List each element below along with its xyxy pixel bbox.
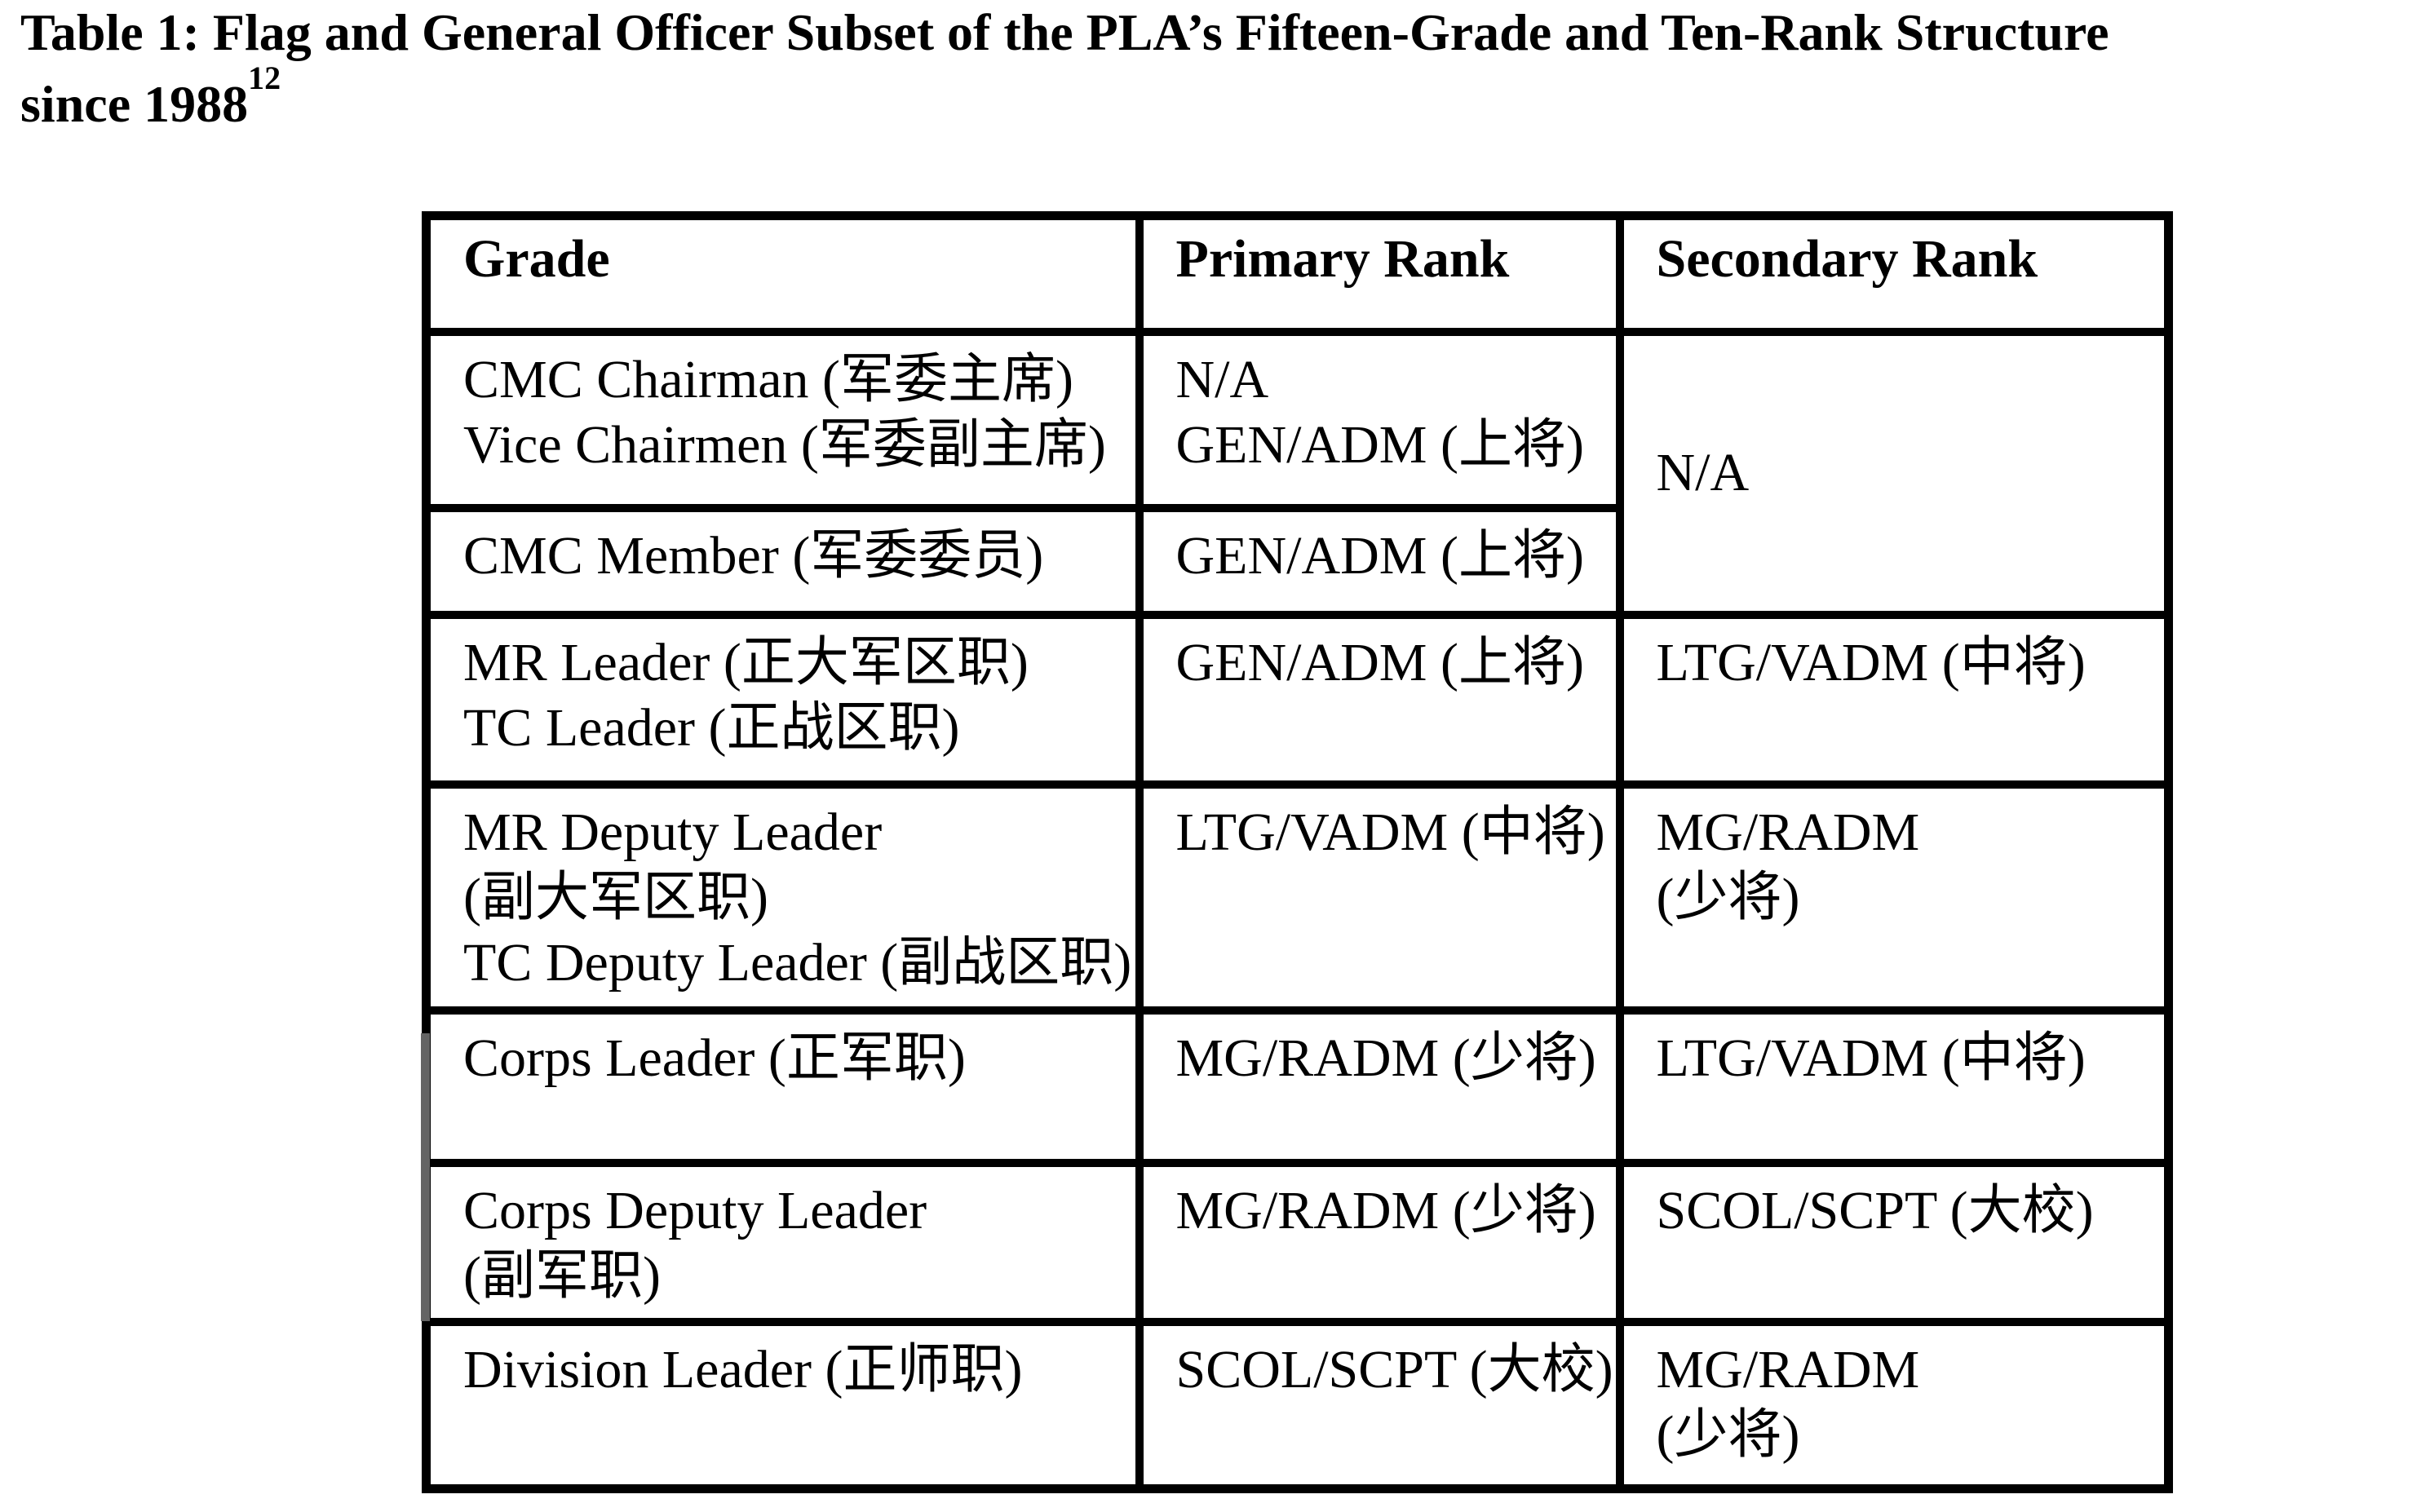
secondary-rank-cell-corps-leader: LTG/VADM (中将)	[1615, 1006, 2173, 1167]
primary-rank-cell-mr-leader: GEN/ADM (上将)	[1135, 610, 1624, 789]
grade-cell-cmc-chairman: CMC Chairman (军委主席) Vice Chairmen (军委副主席…	[422, 327, 1144, 512]
table-row: MR Deputy Leader (副大军区职) TC Deputy Leade…	[422, 780, 2173, 1015]
grade-cell-division-leader: Division Leader (正师职)	[422, 1317, 1144, 1493]
header-primary-rank: Primary Rank	[1135, 211, 1624, 336]
table-title-line1: Table 1: Flag and General Officer Subset…	[20, 3, 2109, 61]
grade-cell-corps-leader: Corps Leader (正军职)	[422, 1006, 1144, 1167]
secondary-rank-cell-division-leader: MG/RADM (少将)	[1615, 1317, 2173, 1493]
primary-rank-cell-corps-deputy-leader: MG/RADM (少将)	[1135, 1158, 1624, 1326]
primary-rank-cell-cmc-chairman: N/A GEN/ADM (上将)	[1135, 327, 1624, 512]
primary-rank-cell-corps-leader: MG/RADM (少将)	[1135, 1006, 1624, 1167]
table-title-since-text: since 1988	[20, 75, 249, 133]
table-row: Division Leader (正师职) SCOL/SCPT (大校) MG/…	[422, 1317, 2173, 1493]
header-secondary-rank: Secondary Rank	[1615, 211, 2173, 336]
header-row: Grade Primary Rank Secondary Rank	[422, 211, 2173, 336]
left-border-gray-artifact	[421, 1033, 430, 1321]
grade-cell-mr-deputy-leader: MR Deputy Leader (副大军区职) TC Deputy Leade…	[422, 780, 1144, 1015]
header-grade: Grade	[422, 211, 1144, 336]
grade-cell-corps-deputy-leader: Corps Deputy Leader (副军职)	[422, 1158, 1144, 1326]
table-title: Table 1: Flag and General Officer Subset…	[20, 0, 2109, 140]
table-row: MR Leader (正大军区职) TC Leader (正战区职) GEN/A…	[422, 610, 2173, 789]
secondary-rank-cell-corps-deputy-leader: SCOL/SCPT (大校)	[1615, 1158, 2173, 1326]
secondary-rank-cell-mr-deputy-leader: MG/RADM (少将)	[1615, 780, 2173, 1015]
table-row: Corps Deputy Leader (副军职) MG/RADM (少将) S…	[422, 1158, 2173, 1326]
secondary-rank-cell-merged-na: N/A	[1615, 327, 2173, 619]
secondary-rank-cell-mr-leader: LTG/VADM (中将)	[1615, 610, 2173, 789]
table-row: Corps Leader (正军职) MG/RADM (少将) LTG/VADM…	[422, 1006, 2173, 1167]
grade-cell-cmc-member: CMC Member (军委委员)	[422, 503, 1144, 619]
primary-rank-cell-division-leader: SCOL/SCPT (大校)	[1135, 1317, 1624, 1493]
grade-rank-table: Grade Primary Rank Secondary Rank CMC Ch…	[422, 211, 2173, 1493]
table-row: CMC Member (军委委员) GEN/ADM (上将)	[422, 503, 2169, 619]
table-row: CMC Chairman (军委主席) Vice Chairmen (军委副主席…	[422, 327, 2173, 619]
footnote-marker: 12	[248, 59, 281, 96]
table-title-line2: since 198812	[20, 61, 2109, 140]
grade-cell-mr-leader: MR Leader (正大军区职) TC Leader (正战区职)	[422, 610, 1144, 789]
primary-rank-cell-cmc-member: GEN/ADM (上将)	[1135, 503, 1624, 619]
primary-rank-cell-mr-deputy-leader: LTG/VADM (中将)	[1135, 780, 1624, 1015]
